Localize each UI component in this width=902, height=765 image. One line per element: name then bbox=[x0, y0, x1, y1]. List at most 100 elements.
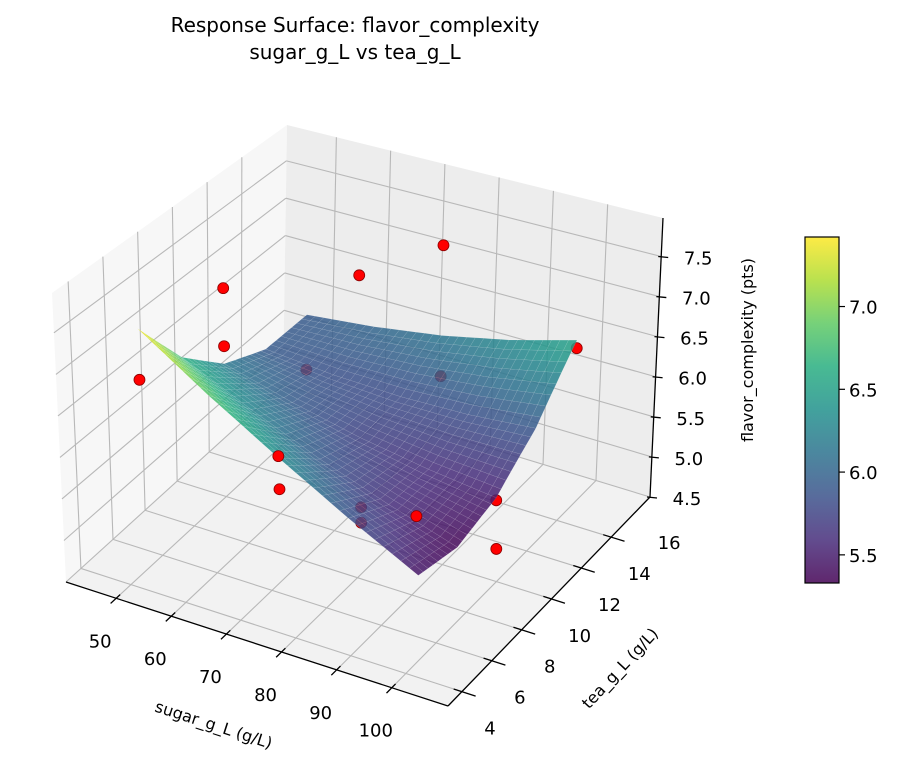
z-axis-line bbox=[649, 217, 664, 498]
x-tick-label: 100 bbox=[359, 721, 393, 742]
z-tick-label: 5.5 bbox=[676, 409, 705, 430]
surface-facet bbox=[428, 551, 444, 562]
floor-gridline-tea bbox=[112, 538, 492, 662]
colorbar-tick-label: 5.5 bbox=[849, 546, 878, 567]
x-tick-mark bbox=[110, 594, 121, 604]
left-wall-gridline-tea bbox=[206, 182, 210, 452]
colorbar-tick-label: 7.0 bbox=[849, 298, 878, 319]
z-tick-mark bbox=[646, 496, 658, 499]
colorbar: 5.5 6.0 6.5 7.0 bbox=[804, 236, 878, 584]
data-point bbox=[437, 239, 450, 252]
floor-gridline-sugar bbox=[391, 480, 597, 689]
x-tick-mark bbox=[220, 629, 231, 640]
surface-facet bbox=[477, 499, 492, 511]
surface-facet bbox=[512, 443, 527, 455]
z-tick-label: 6.5 bbox=[680, 329, 709, 350]
surface-facet bbox=[453, 529, 468, 542]
back-wall-gridline-sugar bbox=[542, 190, 554, 465]
z-tick-mark bbox=[648, 456, 659, 459]
chart-title: Response Surface: flavor_complexity bbox=[171, 13, 540, 37]
data-point bbox=[133, 373, 146, 386]
floor-gridline-tea bbox=[176, 480, 552, 600]
left-wall-gridline-z bbox=[57, 235, 286, 417]
floor-gridline-tea bbox=[144, 509, 522, 631]
left-wall-gridline-tea bbox=[137, 231, 146, 511]
colorbar-tick-label: 6.5 bbox=[849, 380, 878, 401]
x-tick-label: 60 bbox=[144, 649, 167, 670]
y-tick-mark bbox=[513, 626, 536, 635]
scatter-points-above-surface bbox=[217, 239, 450, 523]
data-point bbox=[273, 483, 286, 496]
surface-facet bbox=[423, 554, 439, 566]
y-tick-label: 16 bbox=[658, 533, 681, 554]
z-tick-mark bbox=[654, 336, 665, 339]
z-tick-label: 7.0 bbox=[682, 289, 711, 310]
back-wall-gridline-sugar bbox=[595, 204, 609, 481]
z-tick-label: 7.5 bbox=[684, 248, 713, 269]
data-point bbox=[490, 543, 503, 555]
back-wall-gridline-z bbox=[285, 197, 660, 298]
data-point bbox=[353, 269, 366, 282]
chart-subtitle: sugar_g_L vs tea_g_L bbox=[249, 40, 461, 64]
data-point bbox=[217, 282, 230, 295]
floor-gridline-tea bbox=[80, 567, 463, 693]
y-axis-line bbox=[447, 496, 651, 707]
z-tick-label: 6.0 bbox=[678, 369, 707, 390]
surface-facet bbox=[502, 460, 517, 472]
surface-facet bbox=[557, 350, 573, 363]
left-wall-gridline-z bbox=[59, 272, 286, 458]
surface-facet bbox=[472, 505, 487, 517]
x-tick-mark bbox=[165, 612, 176, 622]
z-tick-label: 5.0 bbox=[675, 449, 704, 470]
back-wall-gridline-z bbox=[286, 160, 662, 258]
y-tick-label: 10 bbox=[568, 626, 591, 647]
y-tick-label: 12 bbox=[598, 595, 621, 616]
surface-facet bbox=[492, 476, 507, 490]
surface-facet bbox=[409, 564, 424, 576]
y-tick-mark bbox=[573, 564, 595, 573]
z-axis-label: flavor_complexity (pts) bbox=[738, 258, 758, 442]
back-wall-gridline-z bbox=[285, 235, 658, 338]
surface-facet bbox=[438, 544, 453, 555]
left-wall-gridline-tea bbox=[171, 206, 178, 482]
x-tick-mark bbox=[330, 665, 341, 676]
data-point bbox=[272, 450, 285, 463]
y-tick-mark bbox=[602, 534, 625, 542]
y-tick-label: 6 bbox=[514, 688, 525, 709]
x-axis-line bbox=[65, 581, 449, 707]
x-tick-mark bbox=[275, 647, 286, 658]
surface-facet bbox=[537, 393, 552, 407]
colorbar-tick-label: 6.0 bbox=[849, 463, 878, 484]
z-tick-label: 4.5 bbox=[673, 489, 702, 510]
surface-facet bbox=[552, 361, 567, 374]
left-wall-gridline-z bbox=[55, 197, 287, 375]
y-tick-mark bbox=[543, 595, 566, 604]
z-tick-mark bbox=[652, 376, 663, 379]
left-wall-gridline-z bbox=[61, 309, 285, 500]
response-surface bbox=[137, 314, 578, 576]
data-point bbox=[410, 510, 423, 523]
left-wall-gridline-tea bbox=[67, 281, 82, 569]
z-tick-mark bbox=[656, 295, 667, 299]
y-tick-mark bbox=[453, 688, 476, 697]
floor-gridline-sugar bbox=[336, 463, 544, 671]
data-point bbox=[218, 340, 230, 353]
y-tick-label: 8 bbox=[544, 657, 555, 678]
x-tick-label: 80 bbox=[254, 685, 277, 706]
x-tick-label: 70 bbox=[199, 667, 222, 688]
colorbar-gradient bbox=[804, 236, 840, 584]
left-wall-gridline-z bbox=[53, 160, 287, 334]
axes: 50 60 70 80 90 100 468 10 12 14 16 4.5 5.0 5.5 6.0 6.5 7… bbox=[65, 217, 713, 742]
back-wall-gridline-z bbox=[284, 272, 656, 378]
z-tick-mark bbox=[650, 416, 661, 419]
y-tick-mark bbox=[483, 657, 506, 666]
x-tick-label: 90 bbox=[309, 703, 332, 724]
surface-facet bbox=[542, 382, 557, 396]
surface-facet bbox=[497, 468, 512, 481]
surface-facet bbox=[516, 434, 532, 446]
left-wall-gridline-tea bbox=[102, 256, 114, 540]
x-tick-mark bbox=[386, 683, 397, 694]
z-tick-mark bbox=[658, 255, 669, 259]
